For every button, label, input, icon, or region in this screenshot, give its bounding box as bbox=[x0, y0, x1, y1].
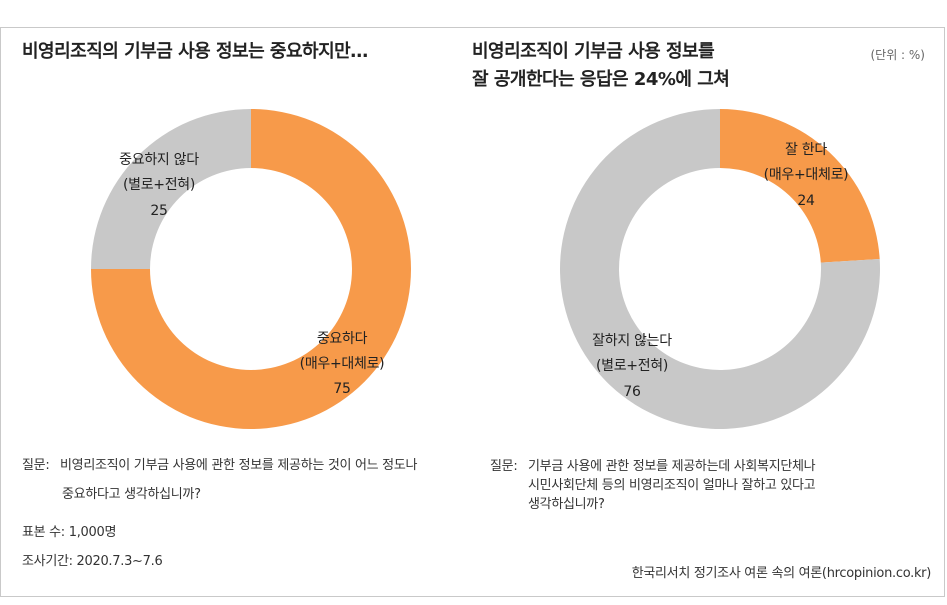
question-text-line: 기부금 사용에 관한 정보를 제공하는데 사회복지단체나 bbox=[528, 459, 816, 474]
right-chart-title: 비영리조직이 기부금 사용 정보를 잘 공개한다는 응답은 24%에 그쳐 bbox=[472, 38, 730, 94]
left-question: 질문: 비영리조직이 기부금 사용에 관한 정보를 제공하는 것이 어느 정도나… bbox=[22, 453, 500, 507]
right-title-line: 잘 공개한다는 응답은 24%에 그쳐 bbox=[472, 69, 730, 90]
question-text-line: 비영리조직이 기부금 사용에 관한 정보를 제공하는 것이 어느 정도나 bbox=[60, 458, 418, 473]
slice-label: 잘 한다 bbox=[785, 142, 827, 158]
donut-slice bbox=[560, 109, 880, 429]
sample-size: 표본 수: 1,000명 bbox=[22, 525, 117, 540]
slice-label: (별로+전혀) bbox=[596, 358, 668, 374]
slice-value-label: 24 bbox=[797, 193, 815, 209]
question-text-line: 생각하십니까? bbox=[528, 497, 605, 512]
right-donut-chart: 잘 한다 (매우+대체로) 24 잘하지 않는다 (별로+전혀) 76 bbox=[560, 109, 880, 429]
right-question: 질문: 기부금 사용에 관한 정보를 제공하는데 사회복지단체나 시민사회단체 … bbox=[490, 453, 947, 514]
slice-label: (별로+전혀) bbox=[123, 177, 195, 193]
slice-value-label: 25 bbox=[150, 203, 167, 219]
donut-slice bbox=[91, 109, 251, 269]
left-chart-title: 비영리조직의 기부금 사용 정보는 중요하지만… bbox=[22, 41, 368, 62]
question-label: 질문: bbox=[490, 459, 518, 474]
donut-slice bbox=[91, 109, 411, 429]
question-label: 질문: bbox=[22, 458, 50, 473]
slice-label: 잘하지 않는다 bbox=[592, 333, 672, 349]
unit-label: (단위 : %) bbox=[870, 48, 925, 62]
chart-frame bbox=[0, 27, 945, 597]
left-donut-chart: 중요하다 (매우+대체로) 75 중요하지 않다 (별로+전혀) 25 bbox=[91, 109, 411, 429]
source-credit: 한국리서치 정기조사 여론 속의 여론(hrcopinion.co.kr) bbox=[631, 566, 932, 581]
slice-label: 중요하지 않다 bbox=[119, 152, 199, 168]
question-text-line: 시민사회단체 등의 비영리조직이 얼마나 잘하고 있다고 bbox=[528, 478, 816, 493]
slice-label: (매우+대체로) bbox=[764, 167, 849, 183]
slice-label: (매우+대체로) bbox=[300, 356, 385, 372]
slice-value-label: 76 bbox=[623, 384, 641, 400]
survey-period: 조사기간: 2020.7.3~7.6 bbox=[22, 554, 163, 569]
donut-slice bbox=[720, 109, 880, 263]
right-title-line: 비영리조직이 기부금 사용 정보를 bbox=[472, 41, 715, 62]
question-text-line: 중요하다고 생각하십니까? bbox=[62, 487, 201, 502]
slice-value-label: 75 bbox=[333, 381, 350, 397]
slice-label: 중요하다 bbox=[317, 331, 368, 347]
